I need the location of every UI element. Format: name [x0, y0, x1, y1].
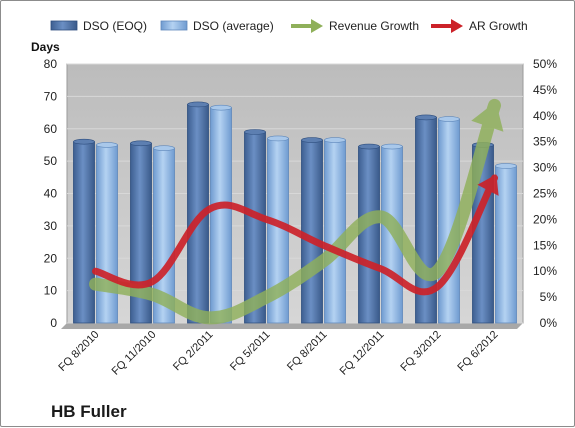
x-tick-label: FQ 5/2011 [228, 329, 273, 374]
bar-dso-average-top [324, 137, 346, 143]
y-tick-label: 80 [44, 57, 58, 71]
legend-item-dso-eoq-: DSO (EOQ) [50, 19, 147, 33]
y2-tick-label: 25% [533, 187, 557, 201]
bar-dso-eoq [244, 129, 266, 324]
y-axis-ticks: 0 10 20 30 40 50 60 70 80 [44, 57, 58, 330]
bar-dso-average [267, 135, 289, 324]
bar-dso-average-top [96, 142, 118, 148]
bar-dso-average [495, 163, 517, 324]
line-revenue-growth-arrowhead [471, 101, 504, 132]
bar-dso-average-top [381, 143, 403, 150]
x-tick-label: FQ 8/2010 [56, 329, 101, 374]
y2-tick-label: 0% [540, 316, 558, 330]
bar-dso-eoq [73, 138, 95, 324]
company-label: HB Fuller [51, 402, 127, 421]
bar-dso-average-top [210, 104, 232, 111]
line-ar-growth [92, 174, 499, 296]
bar-dso-eoq-top [130, 140, 152, 147]
bar-dso-eoq [130, 140, 152, 324]
y2-axis-ticks: 0% 5% 10% 15% 20% 25% 30% 35% 40% 45% 50% [533, 57, 557, 330]
bar-dso-eoq-top [415, 114, 437, 121]
bar-dso-eoq-body [358, 146, 380, 324]
plot-floor [61, 323, 523, 329]
bar-dso-eoq-top [244, 129, 266, 135]
bar-dso-average-top [153, 145, 175, 151]
bar-dso-eoq [301, 137, 323, 324]
x-tick-label: FQ 8/2011 [285, 329, 330, 374]
y-tick-label: 0 [50, 316, 57, 330]
y2-tick-label: 10% [533, 264, 557, 278]
bar-dso-eoq-top [358, 143, 380, 150]
x-axis-ticks: FQ 8/2010 FQ 11/2010 FQ 2/2011 FQ 5/2011 FQ … [56, 329, 500, 378]
bar-dso-average [324, 137, 346, 324]
y2-tick-label: 50% [533, 57, 557, 71]
bar-dso-average-top [438, 116, 460, 122]
line-ar-growth-arrowhead [477, 174, 499, 196]
bar-dso-average [96, 142, 118, 324]
x-tick-label: FQ 3/2012 [398, 329, 443, 374]
x-tick-label: FQ 6/2012 [455, 329, 500, 374]
legend-swatch [160, 20, 188, 31]
bar-dso-eoq-top [73, 138, 95, 145]
y2-tick-label: 45% [533, 83, 557, 97]
y2-tick-label: 15% [533, 238, 557, 252]
legend-swatch [50, 20, 78, 31]
y2-tick-label: 30% [533, 161, 557, 175]
y2-tick-label: 35% [533, 135, 557, 149]
x-tick-label: FQ 2/2011 [171, 329, 216, 374]
x-tick-label: FQ 12/2011 [338, 329, 387, 378]
y2-tick-label: 5% [540, 290, 558, 304]
bar-dso-average-body [324, 139, 346, 324]
y-tick-label: 20 [44, 251, 58, 265]
bar-dso-average-top [267, 135, 289, 142]
legend-label: Revenue Growth [329, 19, 419, 33]
y-tick-label: 10 [44, 284, 58, 298]
bar-dso-average-body [96, 144, 118, 324]
y2-tick-label: 40% [533, 109, 557, 123]
legend-swatch-arrow [451, 19, 463, 33]
bar-dso-average-body [495, 165, 517, 324]
bar-dso-average [210, 104, 232, 324]
bar-dso-eoq [358, 143, 380, 324]
y2-tick-label: 20% [533, 212, 557, 226]
legend-label: DSO (EOQ) [83, 19, 147, 33]
y-tick-label: 30 [44, 219, 58, 233]
line-revenue-growth [89, 98, 504, 325]
legend-item-revenue-growth: Revenue Growth [291, 19, 419, 33]
y-tick-label: 70 [44, 89, 58, 103]
plot-area [61, 63, 524, 329]
line-ar-growth-path [92, 174, 498, 296]
bar-dso-average-top [495, 163, 517, 169]
legend-swatch-arrow [311, 19, 323, 33]
legend-label: AR Growth [469, 19, 528, 33]
line-revenue-growth-path [89, 98, 501, 325]
legend-item-dso-average-: DSO (average) [160, 19, 274, 33]
y-axis-title: Days [31, 40, 60, 54]
y-tick-label: 50 [44, 154, 58, 168]
y-tick-label: 40 [44, 187, 58, 201]
bar-dso-average-body [210, 107, 232, 324]
y-tick-label: 60 [44, 122, 58, 136]
bar-dso-eoq-body [73, 141, 95, 324]
x-tick-label: FQ 11/2010 [110, 329, 159, 378]
bar-dso-eoq-top [301, 137, 323, 143]
legend: DSO (EOQ) DSO (average) Revenue Growth AR G… [50, 19, 528, 33]
bar-dso-eoq-top [187, 101, 209, 108]
bar-dso-eoq-body [301, 139, 323, 324]
legend-label: DSO (average) [193, 19, 274, 33]
legend-item-ar-growth: AR Growth [431, 19, 528, 33]
